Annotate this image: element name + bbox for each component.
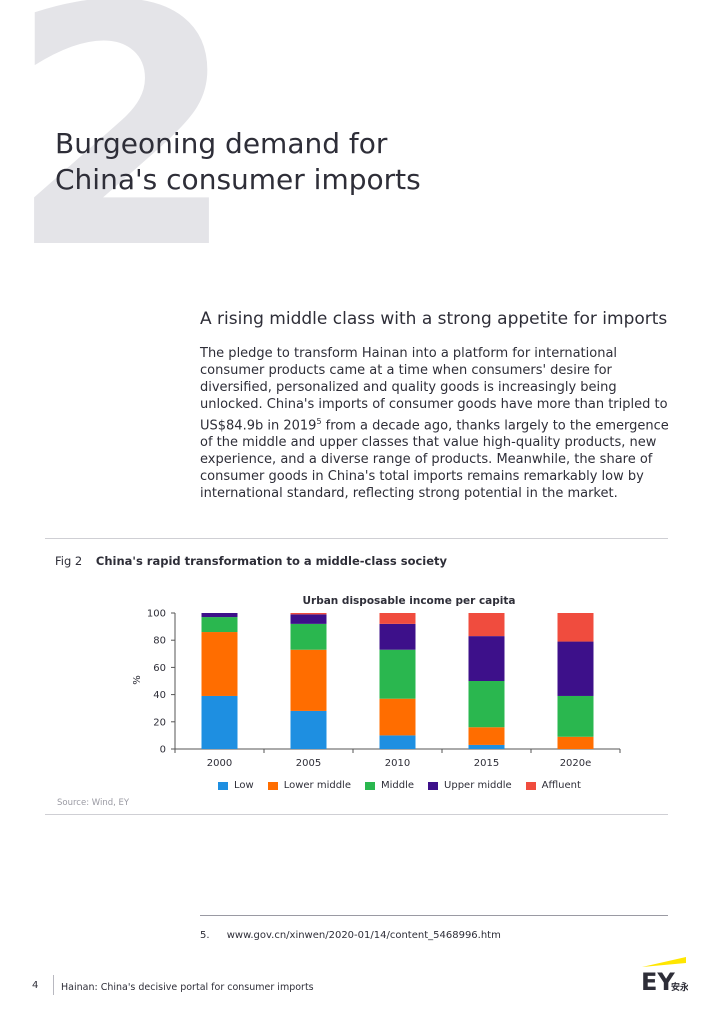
footnote-number: 5. xyxy=(200,930,210,941)
article-body-text: The pledge to transform Hainan into a pl… xyxy=(200,346,668,434)
bar-segment-affluent xyxy=(290,613,327,615)
legend-item: Lower middle xyxy=(267,780,351,791)
footer-divider xyxy=(53,975,54,995)
x-tick-label: 2020e xyxy=(560,758,592,769)
y-tick-label: 40 xyxy=(153,690,166,701)
legend-swatch xyxy=(428,781,439,790)
bar-segment-upper-middle xyxy=(468,636,505,681)
bar-segment-lower-middle xyxy=(290,649,327,711)
bar-segment-low xyxy=(201,695,238,749)
bar-segment-upper-middle xyxy=(290,614,327,624)
bar-segment-lower-middle xyxy=(201,632,238,696)
bar-segment-affluent xyxy=(379,613,416,624)
bar-segment-middle xyxy=(290,623,327,650)
footnote-reference: 5 xyxy=(316,417,322,426)
bar-segment-affluent xyxy=(557,613,594,642)
figure-caption: Fig 2 China's rapid transformation to a … xyxy=(55,554,447,568)
chart-legend: Low Lower middle Middle Upper middle Affluen… xyxy=(218,780,581,791)
page-number: 4 xyxy=(32,980,39,991)
footnote-rule xyxy=(200,915,668,916)
chart-bars xyxy=(201,613,594,749)
figure-top-rule xyxy=(45,538,668,539)
legend-swatch xyxy=(364,781,375,790)
legend-item: Affluent xyxy=(525,780,581,791)
article-body: The pledge to transform Hainan into a pl… xyxy=(200,345,670,502)
y-tick-label: 80 xyxy=(153,636,166,647)
section-title: Burgeoning demand for China's consumer i… xyxy=(55,126,421,198)
legend-label: Lower middle xyxy=(283,780,351,791)
bar-segment-middle xyxy=(468,681,505,728)
bar-segment-lower-middle xyxy=(468,727,505,745)
bar-segment-upper-middle xyxy=(201,613,238,618)
bar-segment-low xyxy=(468,744,505,749)
chart-title: Urban disposable income per capita xyxy=(303,595,516,607)
bar-segment-affluent xyxy=(468,613,505,637)
figure-title: China's rapid transformation to a middle… xyxy=(95,554,448,568)
legend-swatch xyxy=(267,781,278,790)
section-number: 2 xyxy=(8,0,238,321)
figure-label: Fig 2 xyxy=(55,554,83,568)
article-subtitle: A rising middle class with a strong appe… xyxy=(200,309,668,329)
footnote: 5. www.gov.cn/xinwen/2020-01/14/content_… xyxy=(200,930,501,941)
legend-item: Middle xyxy=(364,780,415,791)
section-title-line-2: China's consumer imports xyxy=(55,163,421,196)
section-title-line-1: Burgeoning demand for xyxy=(55,127,388,160)
logo-chinese-text: 安永 xyxy=(671,981,688,993)
legend-label: Low xyxy=(234,780,254,791)
y-tick-label: 0 xyxy=(160,745,166,756)
legend-swatch xyxy=(525,781,536,790)
bar-segment-middle xyxy=(201,617,238,633)
article-body-text-cont: from a decade ago, thanks largely to the… xyxy=(200,418,669,502)
legend-label: Affluent xyxy=(541,780,581,791)
bar-segment-middle xyxy=(379,649,416,699)
logo-ey-text: EY xyxy=(641,968,675,993)
footnote-link[interactable]: www.gov.cn/xinwen/2020-01/14/content_546… xyxy=(226,930,501,941)
x-tick-label: 2010 xyxy=(385,758,410,769)
stacked-bar-chart: Urban disposable income per capita % 0 20… xyxy=(132,595,621,769)
y-tick-label: 60 xyxy=(153,663,166,674)
legend-label: Upper middle xyxy=(444,780,512,791)
legend-item: Low xyxy=(218,780,254,791)
x-tick-label: 2015 xyxy=(474,758,499,769)
bar-segment-lower-middle xyxy=(557,736,594,749)
bar-segment-middle xyxy=(557,695,594,737)
figure-source: Source: Wind, EY xyxy=(57,798,130,808)
bar-segment-lower-middle xyxy=(379,698,416,736)
legend-item: Upper middle xyxy=(428,780,512,791)
bar-segment-low xyxy=(290,710,327,749)
x-tick-label: 2005 xyxy=(296,758,321,769)
figure-bottom-rule xyxy=(45,814,668,815)
bar-segment-low xyxy=(379,735,416,749)
running-title: Hainan: China's decisive portal for cons… xyxy=(61,982,314,993)
legend-label: Middle xyxy=(380,780,415,791)
x-tick-label: 2000 xyxy=(207,758,232,769)
ey-logo: EY 安永 xyxy=(641,957,688,993)
y-tick-label: 100 xyxy=(147,609,166,620)
legend-swatch xyxy=(218,781,228,790)
y-tick-label: 20 xyxy=(153,717,166,728)
bar-segment-upper-middle xyxy=(379,623,416,650)
bar-segment-upper-middle xyxy=(557,641,594,696)
y-axis-label: % xyxy=(132,675,143,685)
logo-accent-shape xyxy=(642,957,686,967)
